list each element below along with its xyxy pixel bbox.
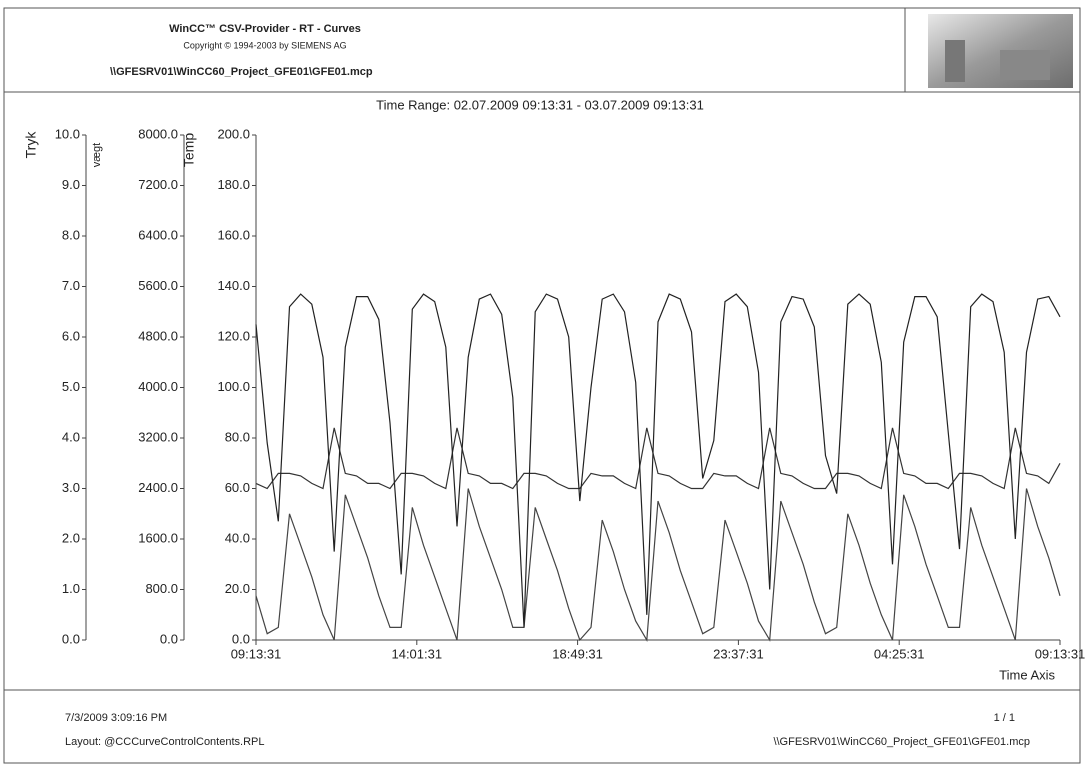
logo-detail bbox=[1000, 50, 1050, 80]
y-tick-label: 4000.0 bbox=[138, 379, 178, 394]
y-tick-label: 200.0 bbox=[217, 126, 250, 141]
header-copyright: Copyright © 1994-2003 by SIEMENS AG bbox=[183, 40, 346, 50]
y-tick-label: 160.0 bbox=[217, 227, 250, 242]
y-tick-label: 2400.0 bbox=[138, 480, 178, 495]
x-tick-label: 23:37:31 bbox=[713, 646, 764, 661]
chart-title: Time Range: 02.07.2009 09:13:31 - 03.07.… bbox=[376, 97, 704, 112]
header-path: \\GFESRV01\WinCC60_Project_GFE01\GFE01.m… bbox=[110, 66, 373, 78]
logo-detail bbox=[945, 40, 965, 82]
x-axis-label: Time Axis bbox=[999, 667, 1055, 682]
footer-page: 1 / 1 bbox=[994, 712, 1015, 724]
y-tick-label: 3200.0 bbox=[138, 429, 178, 444]
y-tick-label: 1.0 bbox=[62, 581, 80, 596]
y-tick-label: 60.0 bbox=[225, 480, 250, 495]
y-tick-label: 40.0 bbox=[225, 530, 250, 545]
y-axis-label: Tryk bbox=[23, 131, 39, 159]
y-tick-label: 7.0 bbox=[62, 278, 80, 293]
header-title: WinCC™ CSV-Provider - RT - Curves bbox=[169, 23, 361, 35]
footer-timestamp: 7/3/2009 3:09:16 PM bbox=[65, 712, 167, 724]
y-tick-label: 140.0 bbox=[217, 278, 250, 293]
footer-path: \\GFESRV01\WinCC60_Project_GFE01\GFE01.m… bbox=[773, 736, 1030, 748]
footer-layout: Layout: @CCCurveControlContents.RPL bbox=[65, 736, 264, 748]
y-tick-label: 10.0 bbox=[55, 126, 80, 141]
x-tick-label: 04:25:31 bbox=[874, 646, 925, 661]
y-tick-label: 8.0 bbox=[62, 227, 80, 242]
data-line bbox=[256, 489, 1060, 641]
y-tick-label: 7200.0 bbox=[138, 177, 178, 192]
x-tick-label: 14:01:31 bbox=[391, 646, 442, 661]
y-tick-label: 5.0 bbox=[62, 379, 80, 394]
report: WinCC™ CSV-Provider - RT - Curves Copyri… bbox=[0, 0, 1085, 770]
y-tick-label: 800.0 bbox=[145, 581, 178, 596]
y-tick-label: 0.0 bbox=[62, 631, 80, 646]
y-tick-label: 5600.0 bbox=[138, 278, 178, 293]
y-axis-label: Temp bbox=[181, 133, 197, 167]
x-tick-label: 09:13:31 bbox=[1035, 646, 1085, 661]
y-tick-label: 120.0 bbox=[217, 328, 250, 343]
y-tick-label: 4.0 bbox=[62, 429, 80, 444]
x-tick-label: 09:13:31 bbox=[231, 646, 282, 661]
y-tick-label: 180.0 bbox=[217, 177, 250, 192]
y-tick-label: 4800.0 bbox=[138, 328, 178, 343]
y-tick-label: 1600.0 bbox=[138, 530, 178, 545]
y-axis-label: vægt bbox=[91, 143, 103, 167]
y-tick-label: 2.0 bbox=[62, 530, 80, 545]
y-tick-label: 9.0 bbox=[62, 177, 80, 192]
x-tick-label: 18:49:31 bbox=[552, 646, 603, 661]
data-line bbox=[256, 428, 1060, 489]
y-tick-label: 8000.0 bbox=[138, 126, 178, 141]
y-tick-label: 20.0 bbox=[225, 581, 250, 596]
y-tick-label: 0.0 bbox=[232, 631, 250, 646]
data-line bbox=[256, 294, 1060, 627]
y-tick-label: 0.0 bbox=[160, 631, 178, 646]
y-tick-label: 3.0 bbox=[62, 480, 80, 495]
y-tick-label: 80.0 bbox=[225, 429, 250, 444]
y-tick-label: 100.0 bbox=[217, 379, 250, 394]
y-tick-label: 6.0 bbox=[62, 328, 80, 343]
y-tick-label: 6400.0 bbox=[138, 227, 178, 242]
